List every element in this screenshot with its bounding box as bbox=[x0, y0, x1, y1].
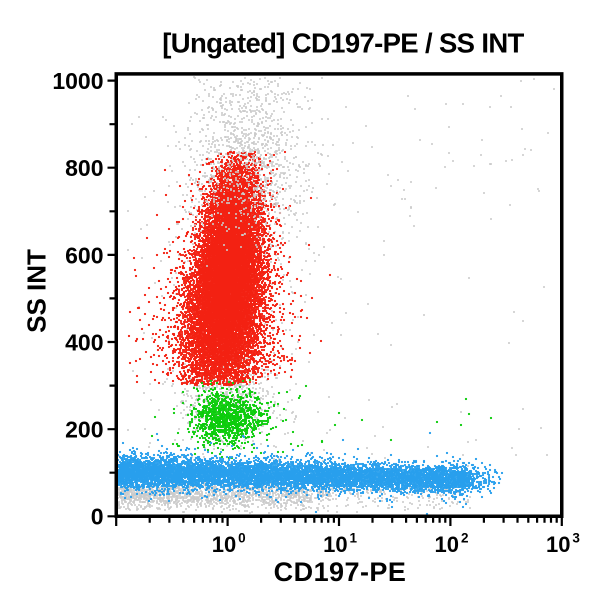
svg-text:10: 10 bbox=[546, 532, 570, 557]
svg-text:CD197-PE: CD197-PE bbox=[274, 557, 407, 587]
svg-text:1000: 1000 bbox=[52, 68, 103, 94]
svg-text:3: 3 bbox=[572, 531, 580, 546]
svg-text:0: 0 bbox=[91, 504, 104, 530]
svg-text:10: 10 bbox=[435, 532, 459, 557]
svg-text:10: 10 bbox=[212, 532, 236, 557]
svg-text:600: 600 bbox=[65, 242, 103, 268]
svg-text:0: 0 bbox=[238, 531, 246, 546]
svg-text:200: 200 bbox=[65, 417, 103, 443]
svg-text:400: 400 bbox=[65, 329, 103, 355]
svg-text:800: 800 bbox=[65, 155, 103, 181]
svg-text:2: 2 bbox=[461, 531, 469, 546]
svg-text:1: 1 bbox=[350, 531, 358, 546]
svg-text:[Ungated] CD197-PE / SS INT: [Ungated] CD197-PE / SS INT bbox=[162, 28, 524, 59]
svg-text:10: 10 bbox=[323, 532, 347, 557]
svg-text:SS INT: SS INT bbox=[22, 249, 52, 333]
